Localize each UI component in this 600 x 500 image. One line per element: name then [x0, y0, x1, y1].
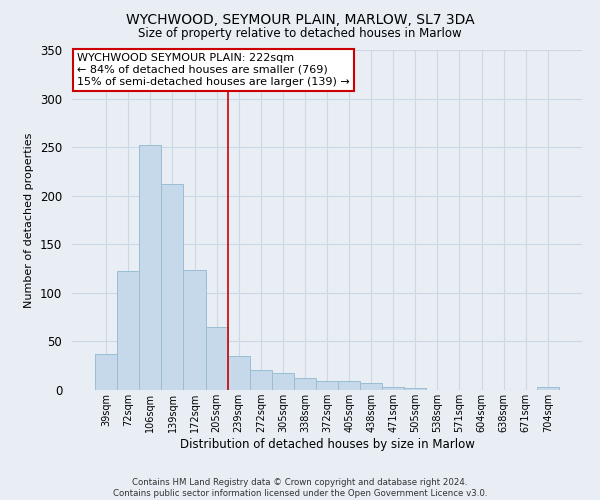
- Bar: [227, 356, 250, 390]
- Bar: [404, 388, 427, 390]
- Bar: [382, 387, 404, 390]
- Bar: [139, 145, 161, 390]
- Bar: [272, 374, 294, 390]
- Bar: [117, 270, 139, 390]
- Text: Size of property relative to detached houses in Marlow: Size of property relative to detached ho…: [138, 28, 462, 40]
- Bar: [294, 378, 316, 390]
- Bar: [338, 382, 360, 390]
- Y-axis label: Number of detached properties: Number of detached properties: [25, 132, 34, 308]
- Bar: [360, 383, 382, 390]
- Bar: [206, 327, 227, 390]
- Text: Contains HM Land Registry data © Crown copyright and database right 2024.
Contai: Contains HM Land Registry data © Crown c…: [113, 478, 487, 498]
- Text: WYCHWOOD, SEYMOUR PLAIN, MARLOW, SL7 3DA: WYCHWOOD, SEYMOUR PLAIN, MARLOW, SL7 3DA: [125, 12, 475, 26]
- Text: WYCHWOOD SEYMOUR PLAIN: 222sqm
← 84% of detached houses are smaller (769)
15% of: WYCHWOOD SEYMOUR PLAIN: 222sqm ← 84% of …: [77, 54, 350, 86]
- Bar: [161, 184, 184, 390]
- Bar: [537, 387, 559, 390]
- Bar: [316, 382, 338, 390]
- Bar: [250, 370, 272, 390]
- Bar: [95, 354, 117, 390]
- Bar: [184, 270, 206, 390]
- X-axis label: Distribution of detached houses by size in Marlow: Distribution of detached houses by size …: [179, 438, 475, 451]
